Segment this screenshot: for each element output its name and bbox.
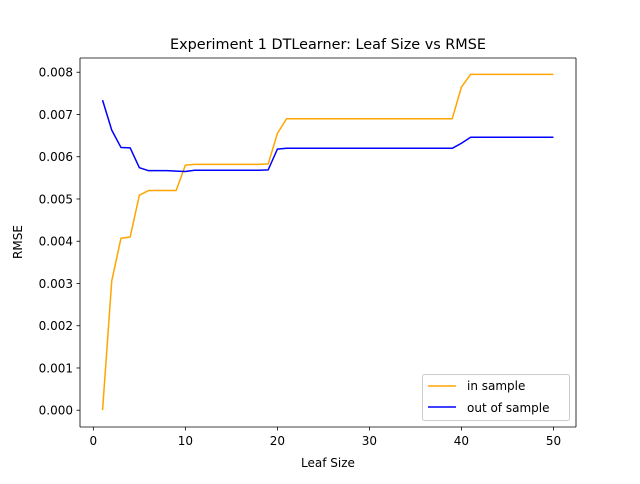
y-tick-label: 0.003 — [39, 277, 73, 291]
y-tick-label: 0.006 — [39, 150, 73, 164]
y-tick-label: 0.005 — [39, 192, 73, 206]
x-tick-label: 40 — [454, 434, 469, 448]
y-tick-label: 0.007 — [39, 108, 73, 122]
y-axis-ticks: 0.000 0.001 0.002 0.003 0.004 0.005 0.006 0.007… — [39, 66, 80, 418]
series-line-out-of-sample — [101, 99, 554, 173]
x-axis-ticks: 0 10 20 30 40 50 — [90, 427, 561, 448]
legend-box — [422, 374, 570, 421]
series-layer — [101, 73, 554, 411]
plot-area — [80, 58, 576, 427]
y-tick-label: 0.002 — [39, 319, 73, 333]
y-tick-label: 0.001 — [39, 361, 73, 375]
x-tick-label: 50 — [546, 434, 561, 448]
x-tick-label: 10 — [178, 434, 193, 448]
chart-title: Experiment 1 DTLearner: Leaf Size vs RMS… — [170, 37, 486, 53]
x-tick-label: 30 — [362, 434, 377, 448]
x-tick-label: 0 — [90, 434, 98, 448]
y-axis-label: RMSE — [11, 225, 25, 259]
x-tick-label: 20 — [270, 434, 285, 448]
legend: in sample out of sample — [422, 374, 570, 421]
x-axis-label: Leaf Size — [301, 456, 355, 470]
series-line-in-sample — [101, 73, 554, 411]
legend-label-out-of-sample: out of sample — [467, 401, 549, 415]
y-tick-label: 0.004 — [39, 235, 73, 249]
y-tick-label: 0.008 — [39, 66, 73, 80]
y-tick-label: 0.000 — [39, 404, 73, 418]
axes-layer — [79, 57, 577, 428]
legend-label-in-sample: in sample — [467, 379, 525, 393]
